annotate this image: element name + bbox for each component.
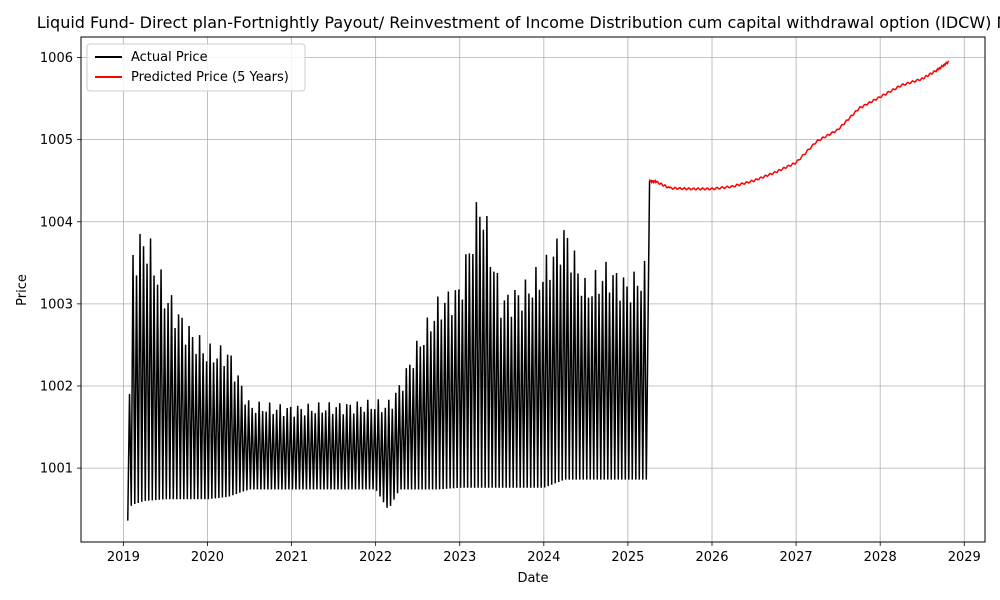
series-predicted-price-line bbox=[648, 60, 950, 191]
x-tick-label: 2022 bbox=[359, 550, 392, 565]
x-axis-title: Date bbox=[517, 571, 548, 586]
x-tick-label: 2019 bbox=[107, 550, 140, 565]
y-tick-label: 1004 bbox=[40, 215, 73, 230]
series-layer bbox=[127, 60, 950, 521]
legend: Actual Price Predicted Price (5 Years) bbox=[86, 43, 306, 92]
x-tick-label: 2026 bbox=[695, 550, 728, 565]
x-tick-label: 2028 bbox=[864, 550, 897, 565]
plot-frame bbox=[80, 36, 986, 543]
x-tick-label: 2020 bbox=[191, 550, 224, 565]
y-tick-label: 1005 bbox=[40, 133, 73, 148]
y-tick-label: 1006 bbox=[40, 51, 73, 66]
x-axis: 2019 2020 2021 2022 2023 2024 2025 2026 2027 2028… bbox=[107, 542, 981, 565]
legend-label-predicted: Predicted Price (5 Years) bbox=[131, 70, 289, 85]
y-tick-label: 1002 bbox=[40, 379, 73, 394]
y-tick-label: 1003 bbox=[40, 297, 73, 312]
x-tick-label: 2024 bbox=[527, 550, 560, 565]
legend-label-actual: Actual Price bbox=[131, 50, 208, 65]
series-actual-price-line bbox=[127, 180, 651, 521]
x-tick-label: 2023 bbox=[443, 550, 476, 565]
x-tick-label: 2027 bbox=[780, 550, 813, 565]
y-axis: 1001 1002 1003 1004 1005 1006 bbox=[40, 51, 81, 477]
chart-title: Liquid Fund- Direct plan-Fortnightly Pay… bbox=[37, 13, 1000, 32]
y-axis-title: Price bbox=[15, 274, 30, 306]
x-tick-label: 2025 bbox=[611, 550, 644, 565]
x-tick-label: 2029 bbox=[948, 550, 981, 565]
x-tick-label: 2021 bbox=[275, 550, 308, 565]
y-tick-label: 1001 bbox=[40, 462, 73, 477]
legend-box bbox=[86, 43, 306, 92]
